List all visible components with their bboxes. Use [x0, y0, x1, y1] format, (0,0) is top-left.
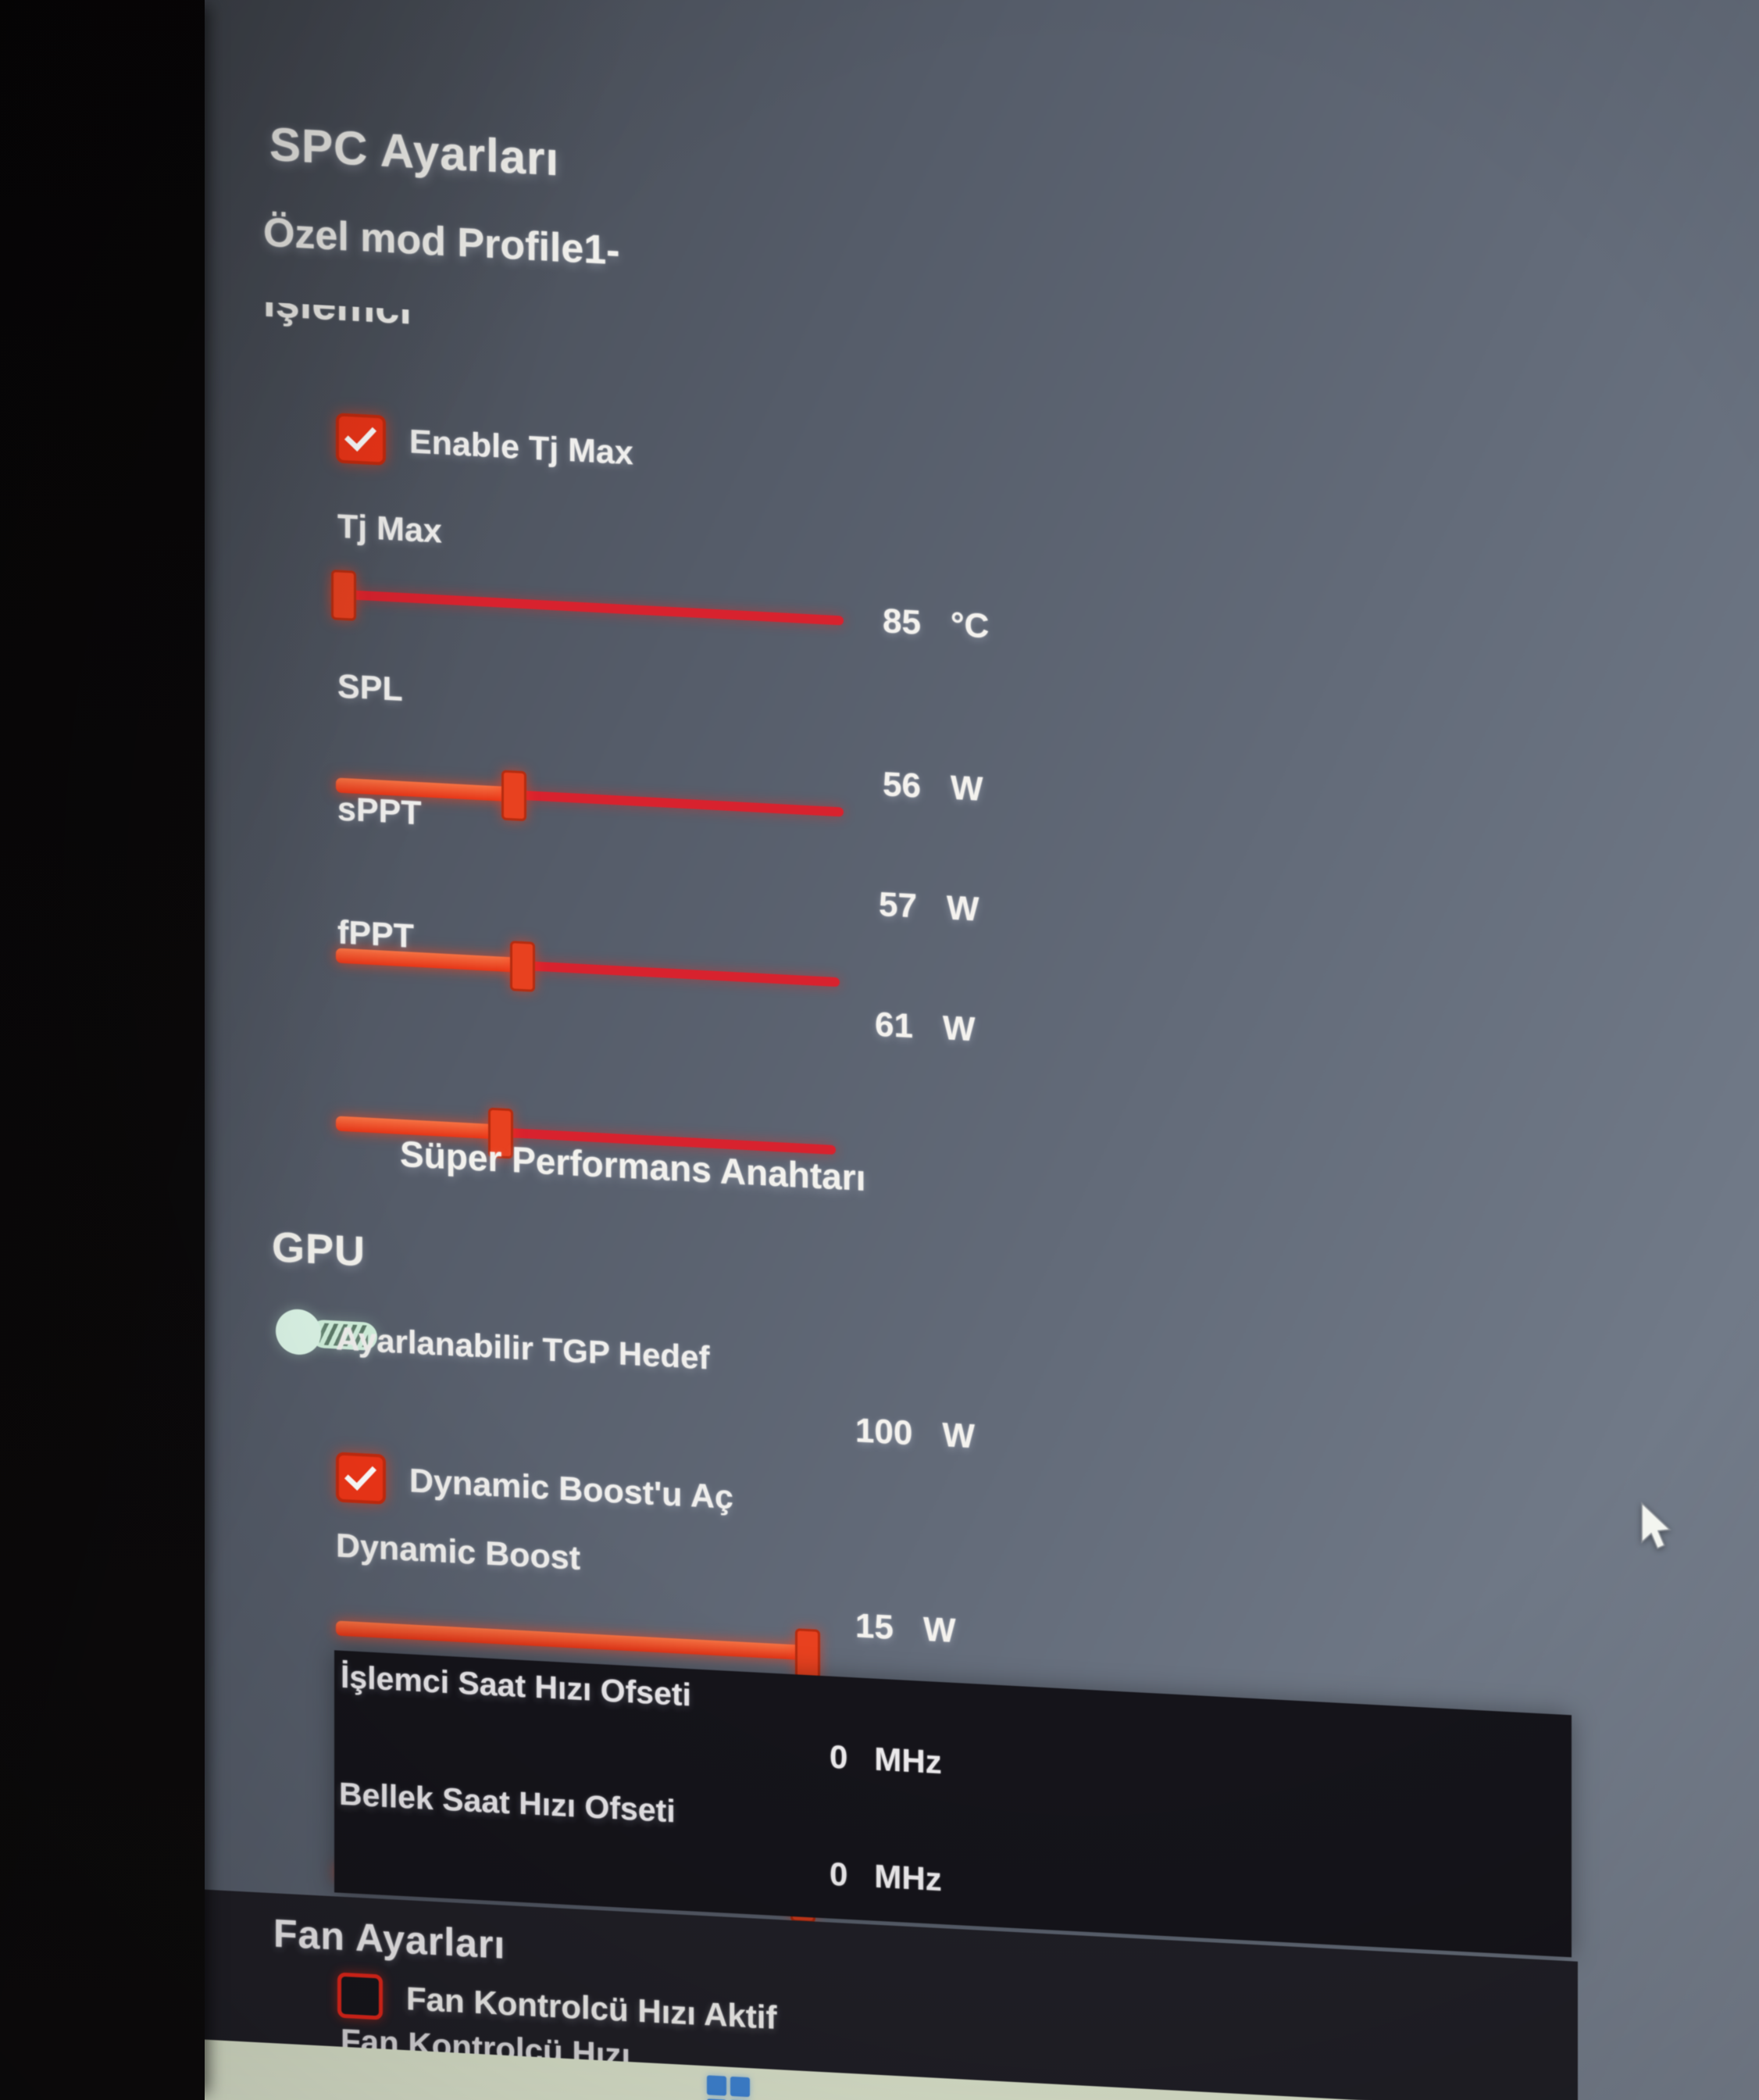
slider-thumb[interactable] — [794, 1628, 820, 1680]
slider-track[interactable] — [336, 589, 844, 626]
dynamic-boost-checkbox[interactable] — [336, 1452, 386, 1505]
spl-value-number: 56 — [883, 765, 921, 805]
fppt-value-unit: W — [942, 1009, 976, 1049]
dynamic-boost-row: Dynamic Boost'u Aç — [336, 1452, 733, 1523]
windows-logo-icon — [730, 2076, 750, 2098]
tgp-value: 100 W — [855, 1411, 975, 1456]
tgp-value-number: 100 — [855, 1411, 913, 1453]
toggle-knob[interactable] — [276, 1308, 321, 1356]
check-icon — [344, 419, 377, 452]
tgp-value-unit: W — [942, 1416, 975, 1456]
spl-value-unit: W — [950, 768, 983, 809]
tjmax-value: 85 °C — [883, 602, 989, 646]
spl-value: 56 W — [883, 765, 983, 809]
cpu-offset-value-number: 0 — [830, 1738, 848, 1776]
profile-subtitle: Özel mod Profile1- — [263, 209, 620, 274]
enable-tjmax-label: Enable Tj Max — [409, 422, 633, 472]
memory-offset-value-unit: MHz — [874, 1857, 942, 1898]
tjmax-value-unit: °C — [950, 605, 990, 646]
memory-offset-value-number: 0 — [830, 1855, 848, 1893]
clipped-section-heading: İşlemci — [263, 302, 529, 346]
dynamic-boost-checkbox-label: Dynamic Boost'u Aç — [409, 1461, 733, 1516]
sppt-label: sPPT — [337, 790, 422, 833]
fppt-label: fPPT — [337, 913, 414, 955]
cpu-offset-value-unit: MHz — [874, 1740, 942, 1781]
cpu-offset-value: 0 MHz — [830, 1738, 942, 1782]
clipped-section-label: İşlemci — [263, 302, 412, 334]
fppt-value: 61 W — [875, 1005, 975, 1050]
tjmax-value-number: 85 — [883, 602, 921, 642]
slider-thumb[interactable] — [330, 570, 356, 621]
tgp-label: Ayarlanabilir TGP Hedef — [336, 1320, 710, 1377]
windows-start-button[interactable] — [707, 2075, 750, 2100]
laptop-screen: SPC Ayarları Özel mod Profile1- İşlemci … — [164, 0, 1759, 2100]
sppt-value-unit: W — [946, 888, 979, 929]
arrow-cursor-icon — [1641, 1502, 1672, 1550]
screen-bezel — [0, 0, 205, 2100]
spl-label: SPL — [337, 667, 403, 709]
check-icon — [344, 1458, 377, 1491]
dynamic-boost-value: 15 W — [855, 1606, 955, 1651]
slider-thumb[interactable] — [509, 941, 535, 992]
fan-control-checkbox[interactable] — [337, 1972, 383, 2020]
page-title: SPC Ayarları — [269, 117, 560, 186]
enable-tjmax-checkbox[interactable] — [336, 412, 386, 466]
tjmax-label: Tj Max — [337, 507, 442, 551]
dynamic-boost-value-unit: W — [922, 1609, 956, 1651]
dynamic-boost-value-number: 15 — [855, 1606, 894, 1647]
sppt-value: 57 W — [879, 885, 979, 930]
slider-thumb[interactable] — [501, 770, 526, 822]
memory-offset-value: 0 MHz — [830, 1855, 942, 1899]
gpu-section-heading: GPU — [272, 1223, 366, 1276]
windows-logo-icon — [707, 2075, 726, 2096]
fppt-value-number: 61 — [875, 1005, 913, 1046]
enable-tjmax-row: Enable Tj Max — [336, 412, 633, 478]
tjmax-slider[interactable] — [330, 570, 844, 643]
dynamic-boost-label: Dynamic Boost — [336, 1527, 581, 1577]
sppt-value-number: 57 — [879, 884, 917, 926]
